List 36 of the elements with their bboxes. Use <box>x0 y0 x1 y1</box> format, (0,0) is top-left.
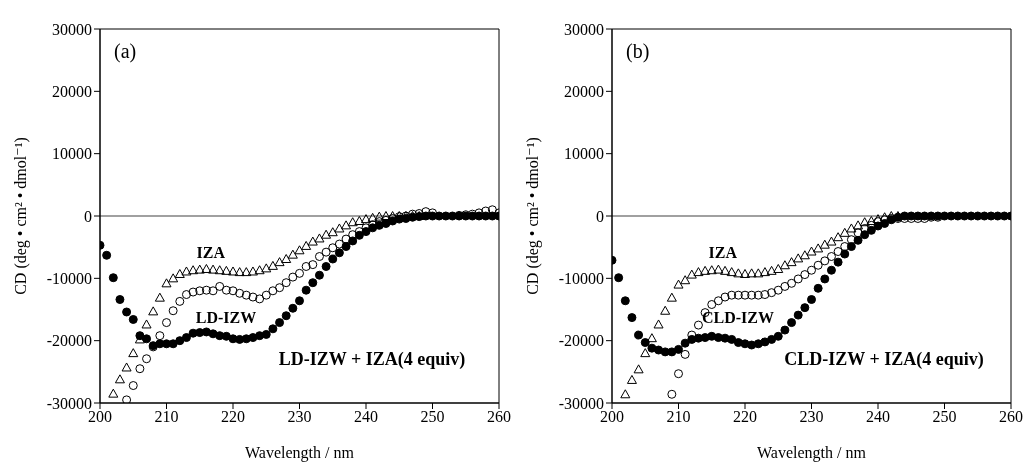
series-label: CLD-IZW + IZA(4 equiv) <box>784 348 984 370</box>
y-tick-label: 30000 <box>52 20 92 38</box>
y-tick-label: -20000 <box>558 332 604 350</box>
text: (a) <box>114 40 137 63</box>
y-axis-title: CD (deg • cm² • dmol⁻¹) <box>523 137 542 295</box>
series-label: CLD-IZW <box>701 308 775 327</box>
y-axis-title: CD (deg • cm² • dmol⁻¹) <box>11 137 30 295</box>
x-tick-label: 250 <box>932 408 957 426</box>
x-tick-label: 230 <box>799 408 824 426</box>
x-tick-label: 250 <box>420 408 445 426</box>
x-tick-label: 210 <box>154 408 179 426</box>
x-tick-label: 240 <box>866 408 890 426</box>
y-tick-label: 20000 <box>52 83 92 101</box>
series-label: IZA <box>196 244 226 262</box>
x-tick-label: 260 <box>999 408 1023 426</box>
y-tick-label: -10000 <box>46 270 92 288</box>
x-tick-label: 230 <box>287 408 312 426</box>
x-tick-label: 240 <box>354 408 378 426</box>
y-tick-label: -20000 <box>46 332 92 350</box>
y-tick-label: 10000 <box>52 145 92 163</box>
y-tick-label: 30000 <box>564 20 604 38</box>
series-label: IZA <box>708 244 738 262</box>
y-tick-label: 10000 <box>564 145 604 163</box>
x-tick-label: 210 <box>666 408 691 426</box>
text: (b) <box>626 40 650 63</box>
x-tick-label: 220 <box>221 408 245 426</box>
series-label: LD-IZW <box>195 308 257 327</box>
x-axis-title: Wavelength / nm <box>757 444 867 462</box>
y-tick-label: 20000 <box>564 83 604 101</box>
x-axis-title: Wavelength / nm <box>245 444 355 462</box>
y-tick-label: -10000 <box>558 270 604 288</box>
y-tick-label: 0 <box>84 207 92 225</box>
y-tick-label: 0 <box>596 207 604 225</box>
x-tick-label: 220 <box>733 408 757 426</box>
x-tick-label: 260 <box>487 408 511 426</box>
series-label: LD-IZW + IZA(4 equiv) <box>278 348 466 370</box>
